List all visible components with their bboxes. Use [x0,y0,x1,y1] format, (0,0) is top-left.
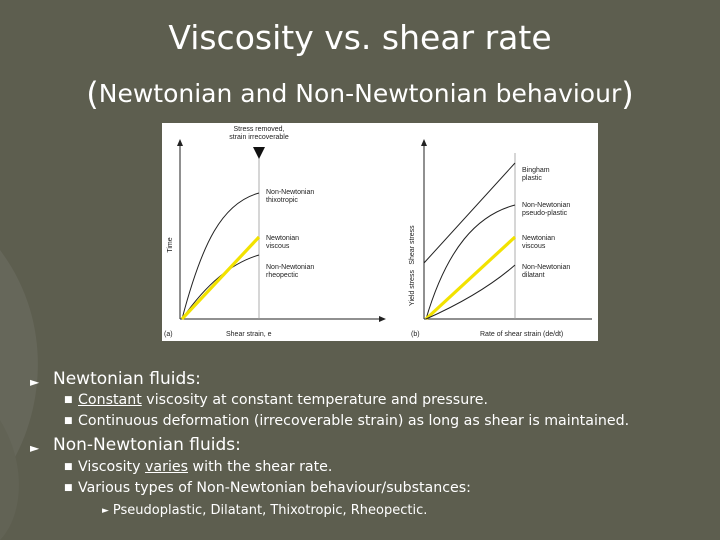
newtonian-label-1: Newtonian [266,235,299,242]
newtonian-label-2: viscous [266,243,290,250]
dilatant-label-1: Non-Newtonian [522,264,570,271]
rheology-figure: Stress removed, strain irrecoverable Tim… [162,123,598,341]
newtonian-point-1: ■ Constant viscosity at constant temperat… [64,392,488,408]
slide-subtitle: (Newtonian and Non-Newtonian behaviour) [86,75,634,113]
right-y-axis-label: Shear stress [409,225,416,265]
square-bullet-icon: ■ [64,395,73,405]
right-panel-label: (b) [411,331,420,338]
square-bullet-icon: ■ [64,462,73,472]
bingham-label-1: Bingham [522,167,550,174]
slide-title: Viscosity vs. shear rate [168,18,552,57]
bullet-arrow-icon: ► [30,441,40,455]
rheopectic-label-1: Non-Newtonian [266,264,314,271]
square-bullet-icon: ■ [64,483,73,493]
non-newtonian-point-2: ■ Various types of Non-Newtonian behaviou… [64,480,471,496]
pseudoplastic-label-1: Non-Newtonian [522,202,570,209]
left-panel-label: (a) [164,331,173,338]
stress-removed-label: Stress removed, [234,126,285,133]
newtonian-point-2: ■ Continuous deformation (irrecoverable s… [64,413,630,429]
thixotropic-label-1: Non-Newtonian [266,189,314,196]
left-x-axis-label: Shear strain, e [226,331,272,338]
stress-removed-arrow [253,147,265,159]
strain-irrecoverable-label: strain irrecoverable [229,134,289,141]
non-newtonian-point-1: ■ Viscosity varies with the shear rate. [64,459,333,475]
left-y-axis-label: Time [167,237,174,252]
non-newtonian-types: ► Pseudoplastic, Dilatant, Thixotropic, R… [102,503,428,518]
thixotropic-label-2: thixotropic [266,197,298,204]
square-bullet-icon: ■ [64,416,73,426]
right-newtonian-label-2: viscous [522,243,546,250]
bullet-arrow-icon: ► [30,375,40,389]
left-panel: Stress removed, strain irrecoverable Tim… [164,126,386,338]
sub-bullet-arrow-icon: ► [102,506,109,516]
rheopectic-label-2: rheopectic [266,272,299,279]
pseudoplastic-label-2: pseudo-plastic [522,210,568,217]
right-newtonian-label-1: Newtonian [522,235,555,242]
bingham-label-2: plastic [522,175,542,182]
right-x-axis-label: Rate of shear strain (de/dt) [480,331,563,338]
right-panel: Shear stress Yield stress Rate of shear … [409,139,592,338]
non-newtonian-heading: Non-Newtonian fluids: [53,435,241,455]
dilatant-label-2: dilatant [522,272,545,279]
yield-stress-label: Yield stress [409,270,416,306]
newtonian-heading: Newtonian fluids: [53,369,201,389]
